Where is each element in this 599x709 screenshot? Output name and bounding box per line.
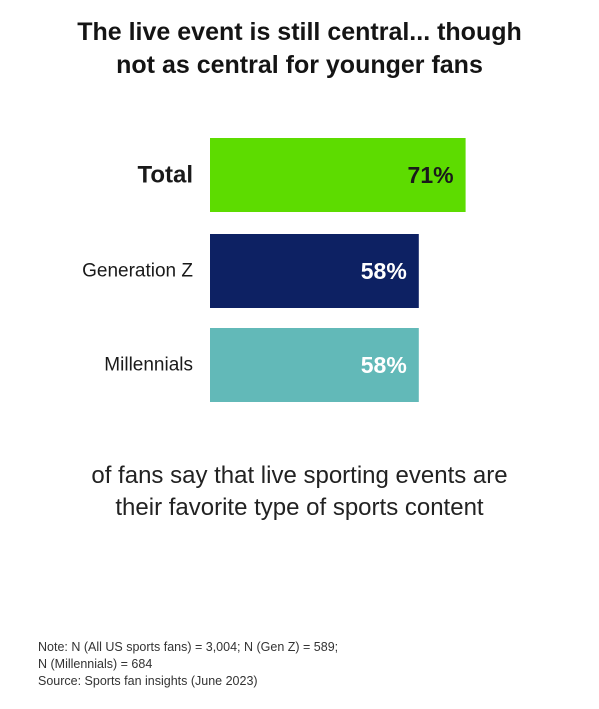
footnotes: Note: N (All US sports fans) = 3,004; N … — [38, 639, 338, 690]
chart-title-line-1: The live event is still central... thoug… — [77, 18, 522, 46]
bar-chart: Total 71% Generation Z 58% Millennials 58% — [82, 138, 466, 402]
value-label-generation-z: 58% — [361, 258, 407, 284]
bar-millennials — [210, 328, 419, 402]
chart-caption-line-1: of fans say that live sporting events ar… — [91, 462, 508, 489]
bar-generation-z — [210, 234, 419, 308]
category-label-total: Total — [137, 162, 193, 189]
value-label-millennials: 58% — [361, 352, 407, 378]
note-sample-sizes: Note: N (All US sports fans) = 3,004; N … — [38, 640, 339, 654]
category-label-millennials: Millennials — [104, 355, 193, 376]
category-label-generation-z: Generation Z — [82, 261, 193, 282]
note-source: Source: Sports fan insights (June 2023) — [38, 674, 258, 688]
chart-title-line-2: not as central for younger fans — [116, 51, 483, 79]
bar-total — [210, 138, 466, 212]
chart-title: The live event is still central... thoug… — [0, 16, 599, 82]
value-label-total: 71% — [408, 162, 454, 188]
note-millennials-sample: N (Millennials) = 684 — [38, 657, 153, 671]
chart-caption: of fans say that live sporting events ar… — [0, 460, 599, 524]
chart-caption-line-2: their favorite type of sports content — [115, 494, 484, 521]
